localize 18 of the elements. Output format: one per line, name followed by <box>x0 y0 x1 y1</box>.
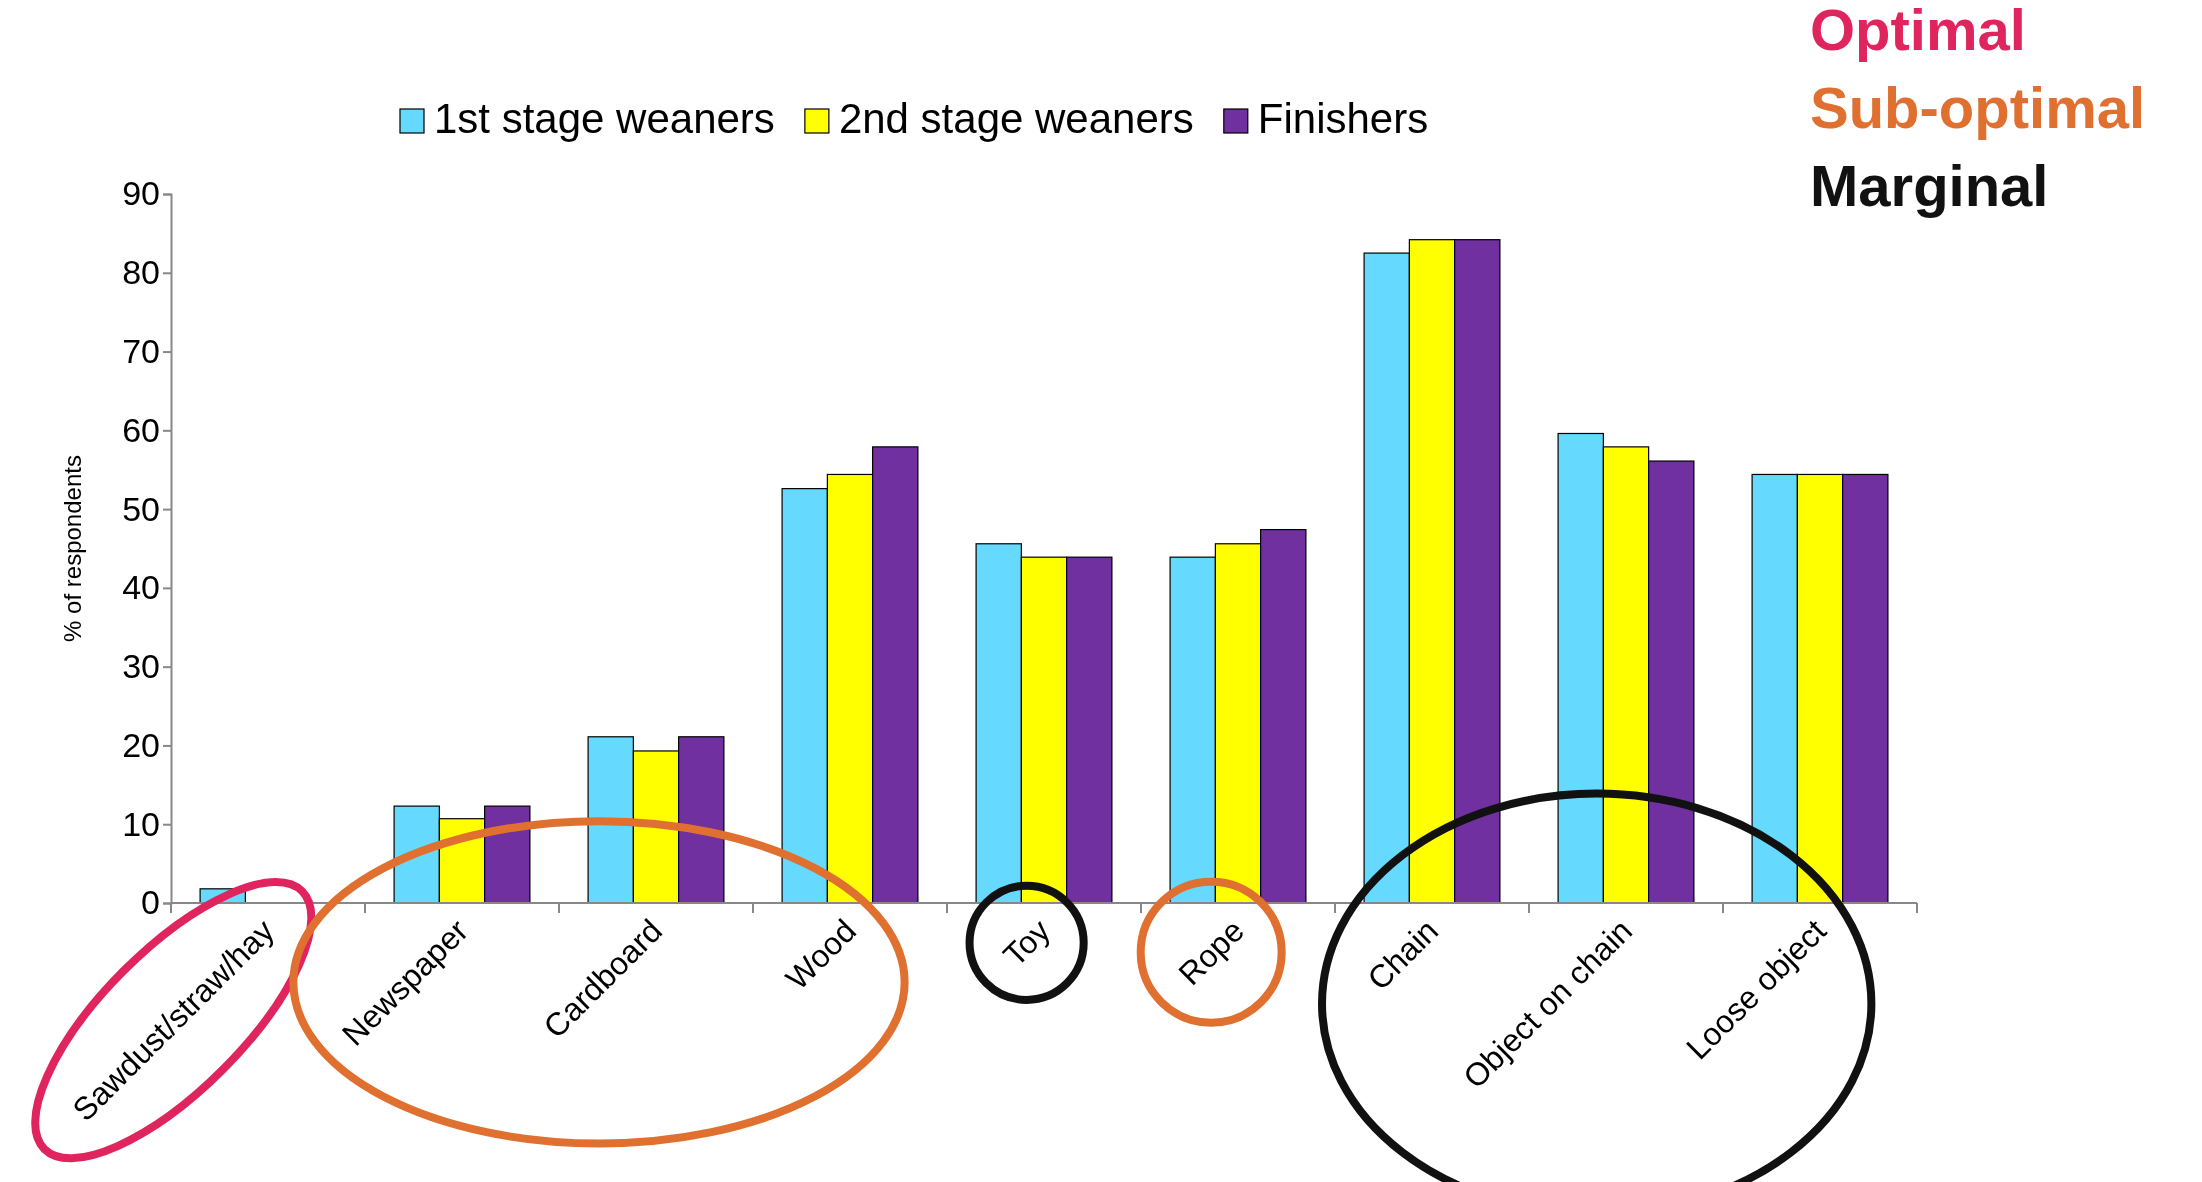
y-tick-label: 30 <box>122 647 160 686</box>
legend-label: 1st stage weaners <box>434 95 775 142</box>
y-tick-label: 50 <box>122 489 160 528</box>
y-tick-label: 10 <box>122 804 160 843</box>
y-tick-label: 70 <box>122 331 160 370</box>
legend-label: 2nd stage weaners <box>838 95 1194 142</box>
y-tick-label: 20 <box>122 725 160 764</box>
text: Optimal <box>1810 0 2026 62</box>
y-tick-label: 90 <box>122 174 160 213</box>
y-tick-label: 60 <box>122 410 160 449</box>
y-tick-label: 80 <box>122 253 160 292</box>
text: Sub-optimal <box>1810 75 2146 140</box>
y-tick-label: 40 <box>122 568 160 607</box>
y-tick-label: 0 <box>141 883 160 922</box>
x-tick-label: Toy <box>996 912 1057 974</box>
annotation: Marginal <box>1810 153 2049 218</box>
y-axis-title: % of respondents <box>59 455 86 642</box>
legend-label: Finishers <box>1257 95 1429 142</box>
